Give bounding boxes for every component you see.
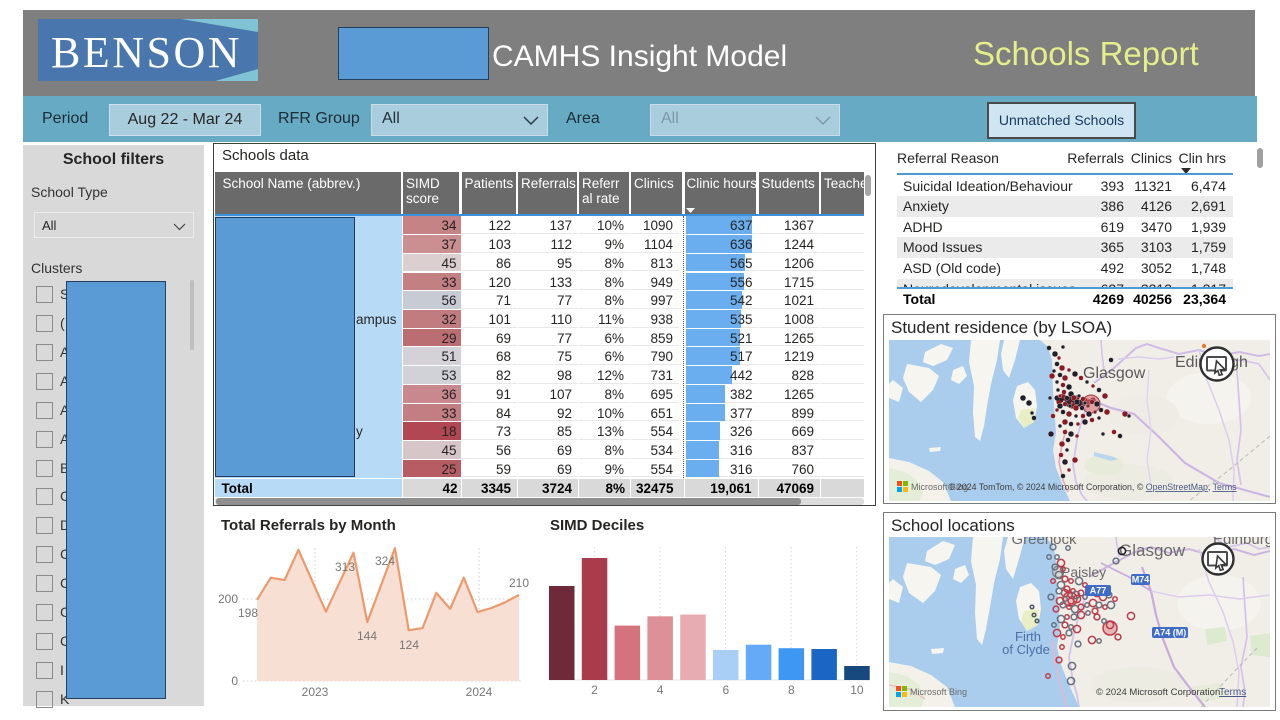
svg-text:Greenock: Greenock — [1011, 537, 1077, 548]
svg-text:313: 313 — [335, 560, 355, 574]
svg-text:Paisley: Paisley — [1061, 564, 1106, 580]
svg-text:Glasgow: Glasgow — [1083, 365, 1146, 382]
svg-text:200: 200 — [218, 592, 238, 606]
svg-text:A77: A77 — [1090, 586, 1107, 596]
svg-text:2024: 2024 — [466, 685, 493, 699]
svg-text:210: 210 — [509, 576, 529, 590]
svg-text:A74 (M): A74 (M) — [1154, 628, 1187, 638]
svg-text:© 2024 TomTom, © 2024 Microsof: © 2024 TomTom, © 2024 Microsoft Corporat… — [948, 482, 1237, 492]
svg-text:144: 144 — [357, 629, 377, 643]
svg-text:Glasgow: Glasgow — [1119, 541, 1186, 560]
svg-text:M74: M74 — [1132, 575, 1150, 585]
svg-text:Microsoft Bing: Microsoft Bing — [910, 687, 967, 697]
svg-text:Firth: Firth — [1015, 629, 1041, 644]
svg-text:0: 0 — [231, 674, 238, 688]
svg-text:© 2024 Microsoft Corporation: © 2024 Microsoft Corporation — [1096, 687, 1220, 698]
svg-text:2023: 2023 — [302, 685, 329, 699]
svg-text:4: 4 — [657, 683, 664, 697]
svg-text:2: 2 — [591, 683, 598, 697]
svg-text:of Clyde: of Clyde — [1002, 642, 1050, 657]
svg-text:Terms: Terms — [1219, 687, 1246, 698]
svg-text:124: 124 — [399, 638, 419, 652]
svg-text:6: 6 — [722, 683, 729, 697]
svg-text:324: 324 — [375, 554, 395, 568]
svg-text:10: 10 — [850, 683, 864, 697]
svg-text:BENSON: BENSON — [51, 28, 242, 77]
svg-text:Edinburg: Edinburg — [1213, 537, 1270, 548]
svg-text:8: 8 — [788, 683, 795, 697]
svg-text:198: 198 — [238, 606, 258, 620]
svg-text:Microsoft Bing: Microsoft Bing — [911, 482, 968, 492]
